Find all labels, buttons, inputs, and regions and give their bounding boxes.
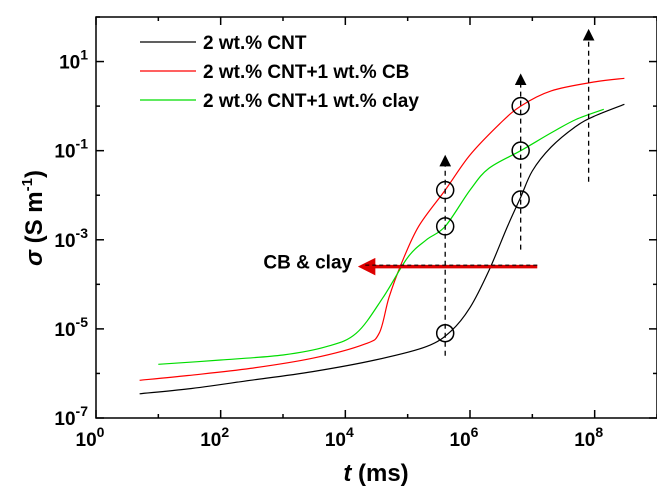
y-tick-exponent: -3 [76, 225, 89, 241]
x-tick-label: 104 [325, 424, 354, 451]
y-tick-mantissa: 10 [54, 231, 75, 252]
y-tick-mantissa: 10 [54, 142, 75, 163]
plot-area [95, 16, 657, 419]
y-tick-label: 10-3 [54, 225, 88, 252]
y-tick-mantissa: 10 [54, 320, 75, 341]
y-tick-label: 10-7 [54, 403, 88, 430]
x-axis-symbol: t [343, 460, 352, 487]
y-axis-title: σ (S m-1) [19, 170, 48, 266]
circle-marker [511, 190, 530, 209]
x-tick-label: 102 [200, 424, 229, 451]
x-tick-exponent: 2 [221, 424, 229, 440]
axis-ticks [95, 16, 657, 419]
y-tick-exponent: 1 [80, 47, 88, 63]
legend-label-3: 2 wt.% CNT+1 wt.% clay [203, 91, 419, 112]
y-axis-unit-exp: -1 [19, 178, 36, 191]
y-tick-exponent: -7 [76, 403, 89, 419]
x-tick-exponent: 6 [471, 424, 479, 440]
circle-marker [435, 180, 455, 200]
y-tick-exponent: -1 [76, 136, 89, 152]
legend-label-1: 2 wt.% CNT [203, 33, 307, 54]
y-tick-label: 101 [59, 47, 88, 74]
y-axis-close: ) [21, 170, 48, 178]
circle-marker [511, 96, 530, 116]
x-tick-exponent: 4 [346, 424, 354, 440]
circle-marker [435, 323, 455, 343]
cb-clay-label: CB & clay [263, 253, 352, 274]
series-line-3 [158, 108, 605, 365]
legend-label-2: 2 wt.% CNT+1 wt.% CB [203, 62, 409, 83]
x-tick-exponent: 8 [595, 424, 603, 440]
y-tick-label: 10-5 [54, 314, 88, 341]
circle-marker [435, 217, 455, 236]
y-tick-mantissa: 10 [59, 53, 80, 74]
x-tick-mantissa: 10 [325, 430, 346, 451]
y-tick-exponent: -5 [76, 314, 89, 330]
circle-markers [435, 96, 530, 343]
x-tick-label: 100 [76, 424, 105, 451]
x-tick-labels: 100 102 104 106 108 [76, 424, 604, 451]
x-axis-unit: (ms) [351, 460, 408, 487]
dashed-arrows [439, 28, 595, 356]
x-tick-mantissa: 10 [574, 430, 595, 451]
x-axis-title: t (ms) [343, 460, 408, 487]
x-tick-mantissa: 10 [76, 430, 97, 451]
x-tick-mantissa: 10 [200, 430, 221, 451]
y-tick-mantissa: 10 [54, 409, 75, 430]
circle-marker [511, 141, 530, 160]
cb-clay-annotation: CB & clay [263, 253, 538, 276]
series-line-2 [139, 77, 625, 381]
x-tick-exponent: 0 [97, 424, 105, 440]
y-tick-label: 10-1 [54, 136, 88, 163]
y-axis-symbol: σ [21, 249, 48, 266]
series-lines [139, 77, 625, 395]
legend: 2 wt.% CNT 2 wt.% CNT+1 wt.% CB 2 wt.% CNT… [140, 33, 419, 112]
series-line-1 [139, 103, 625, 395]
x-tick-label: 108 [574, 424, 603, 451]
y-axis-unit: (S m [21, 191, 48, 250]
x-tick-mantissa: 10 [450, 430, 471, 451]
x-tick-label: 106 [450, 424, 479, 451]
